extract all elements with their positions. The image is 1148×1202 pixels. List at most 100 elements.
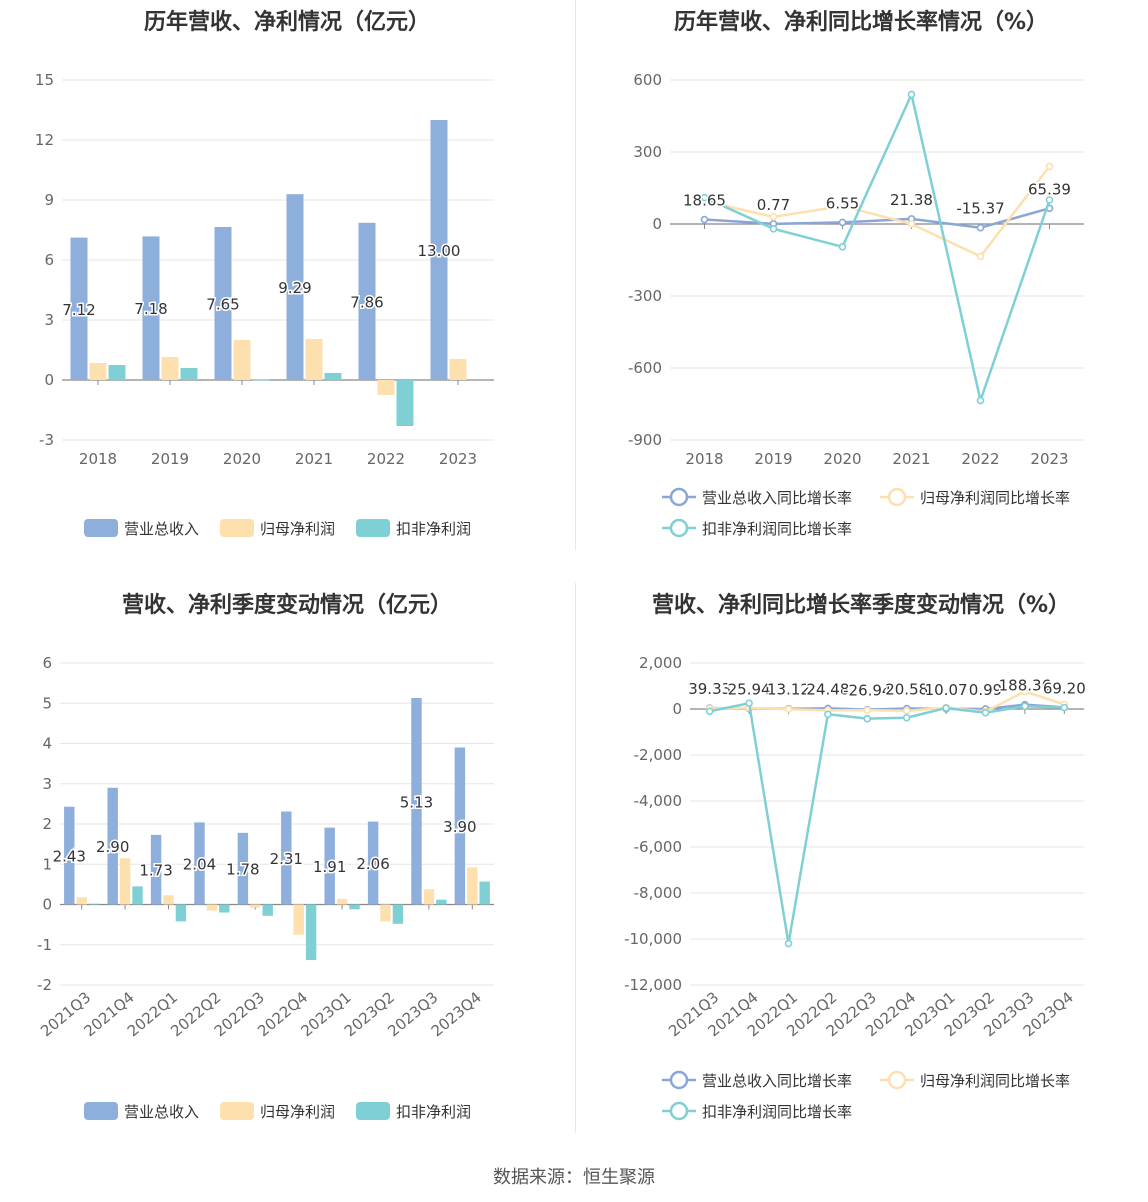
bar	[70, 237, 88, 380]
y-tick-label: 6	[44, 251, 54, 269]
legend-label: 扣非净利润	[396, 520, 471, 538]
data-label: 10.07	[925, 681, 968, 699]
legend-item: 扣非净利润同比增长率	[662, 1101, 852, 1121]
bar	[367, 821, 379, 905]
annual-revenue-profit-chart: -3 0 3 6 9 12 15 2018 2019 2020 2021 2022 2023 7.12 7.…	[35, 71, 494, 538]
legend-item: 营业总收入	[84, 519, 199, 538]
legend-label: 扣非净利润	[396, 1103, 471, 1121]
quarterly-growth-chart: -12,000 -10,000 -8,000 -6,000 -4,000 -2,000 0 2…	[624, 654, 1087, 1121]
y-tick-label: 0	[652, 215, 662, 233]
bar	[108, 365, 126, 380]
y-tick-label: 15	[35, 71, 54, 89]
y-tick-label: 4	[42, 735, 52, 753]
bar	[89, 363, 107, 380]
data-label: 13.00	[418, 242, 461, 260]
legend-label: 扣非净利润同比增长率	[702, 1103, 852, 1121]
bar	[175, 904, 187, 922]
data-label: 18.65	[683, 192, 726, 210]
bar	[454, 747, 466, 905]
data-point	[1045, 196, 1054, 204]
y-tick-label: 300	[633, 143, 662, 161]
bar	[119, 858, 131, 905]
legend-label: 营业总收入	[124, 1103, 199, 1121]
bar	[324, 373, 342, 380]
annual-revenue-profit-panel: 历年营收、净利情况（亿元） -3 0 3 6 9 12 15 2018 2019 2020 2021…	[0, 0, 574, 580]
data-label: 2.43	[53, 848, 86, 866]
data-point	[838, 218, 847, 227]
legend-marker	[669, 487, 689, 507]
legend-item: 归母净利润	[220, 519, 335, 538]
bar	[237, 832, 249, 905]
bar	[423, 889, 435, 905]
data-point	[902, 707, 911, 715]
legend-item: 扣非净利润	[356, 519, 471, 538]
data-point	[942, 704, 950, 712]
bar	[436, 899, 447, 905]
legend-swatch	[356, 1102, 390, 1120]
data-label: 25.94	[728, 680, 771, 698]
data-point	[784, 939, 793, 948]
bar	[305, 339, 323, 380]
data-label: 0.99	[969, 681, 1002, 699]
x-tick-label: 2020	[823, 450, 861, 468]
bar	[349, 904, 360, 910]
y-tick-label: 6	[42, 654, 52, 672]
bar	[88, 903, 100, 905]
y-tick-label: 600	[633, 71, 662, 89]
legend-swatch	[220, 1102, 254, 1120]
x-tick-label: 2018	[685, 450, 723, 468]
legend-item: 归母净利润同比增长率	[880, 1070, 1070, 1090]
data-point	[769, 225, 778, 233]
legend-item: 扣非净利润	[356, 1102, 471, 1121]
bar	[142, 236, 160, 380]
y-tick-label: 3	[42, 775, 52, 793]
data-label: 7.12	[62, 301, 95, 319]
y-tick-label: -4,000	[634, 792, 682, 810]
legend-label: 营业总收入	[124, 520, 199, 538]
y-tick-label: -600	[628, 359, 662, 377]
series-line	[709, 701, 1065, 944]
bar	[468, 379, 486, 380]
bar	[286, 194, 304, 380]
y-tick-label: 12	[35, 131, 54, 149]
data-point	[1021, 687, 1029, 696]
bar	[180, 368, 198, 380]
data-label: -15.37	[956, 200, 1004, 218]
series-line	[704, 165, 1051, 258]
data-point	[907, 90, 916, 99]
quarterly-revenue-profit-chart: -2-101234562021Q32021Q42022Q12022Q22022Q…	[37, 654, 494, 1121]
data-label: 69.20	[1043, 679, 1086, 697]
bar	[324, 827, 335, 905]
bar	[252, 379, 270, 381]
data-label: 9.29	[278, 279, 311, 297]
y-tick-label: -3	[39, 431, 54, 449]
annual-growth-panel: 历年营收、净利同比增长率情况（%） -900 -600 -300 0 300 600 201…	[574, 0, 1148, 580]
bar	[214, 227, 232, 380]
bar	[281, 811, 292, 905]
legend-swatch	[356, 519, 390, 537]
y-tick-label: -12,000	[624, 976, 682, 994]
y-tick-label: 0	[44, 371, 54, 389]
data-point	[1045, 162, 1054, 171]
data-label: 7.18	[134, 300, 167, 318]
x-tick-label: 2023	[1030, 450, 1068, 468]
x-tick-label: 2018	[79, 450, 117, 468]
bar	[161, 357, 179, 380]
legend-item: 扣非净利润同比增长率	[662, 518, 852, 538]
x-tick-label: 2023	[439, 450, 477, 468]
legend-swatch	[220, 519, 254, 537]
data-point	[863, 706, 872, 714]
data-label: 3.90	[443, 818, 476, 836]
bar	[250, 904, 261, 908]
bar	[479, 881, 490, 905]
y-tick-label: 9	[44, 191, 54, 209]
legend-label: 营业总收入同比增长率	[702, 1072, 852, 1090]
legend-swatch	[84, 1102, 118, 1120]
x-tick-label: 2019	[151, 450, 189, 468]
legend-marker	[669, 518, 689, 538]
data-point	[745, 699, 753, 708]
bar	[377, 380, 395, 395]
legend-label: 营业总收入同比增长率	[702, 489, 852, 507]
x-tick-label: 2020	[223, 450, 261, 468]
bar	[262, 904, 273, 916]
